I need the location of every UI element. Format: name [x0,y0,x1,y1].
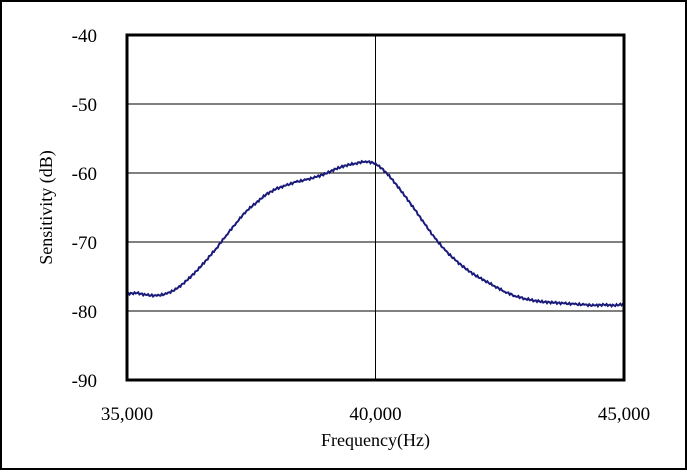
y-tick-label: -60 [72,164,97,185]
x-tick-labels: 35,000 40,000 45,000 [101,404,650,425]
grid-lines [127,35,624,380]
x-tick-label: 45,000 [598,404,650,425]
y-axis-label: Sensitivity (dB) [36,150,57,265]
plot-area [125,33,626,382]
y-tick-label: -70 [72,233,97,254]
sensitivity-line [126,159,625,309]
y-tick-label: -40 [72,26,97,47]
x-tick-label: 35,000 [101,404,153,425]
x-tick-label: 40,000 [349,404,401,425]
y-tick-labels: -40 -50 -60 -70 -80 -90 [72,26,97,392]
x-axis-label: Frequency(Hz) [321,430,430,451]
y-tick-label: -50 [72,95,97,116]
y-tick-label: -90 [72,371,97,392]
y-tick-label: -80 [72,302,97,323]
